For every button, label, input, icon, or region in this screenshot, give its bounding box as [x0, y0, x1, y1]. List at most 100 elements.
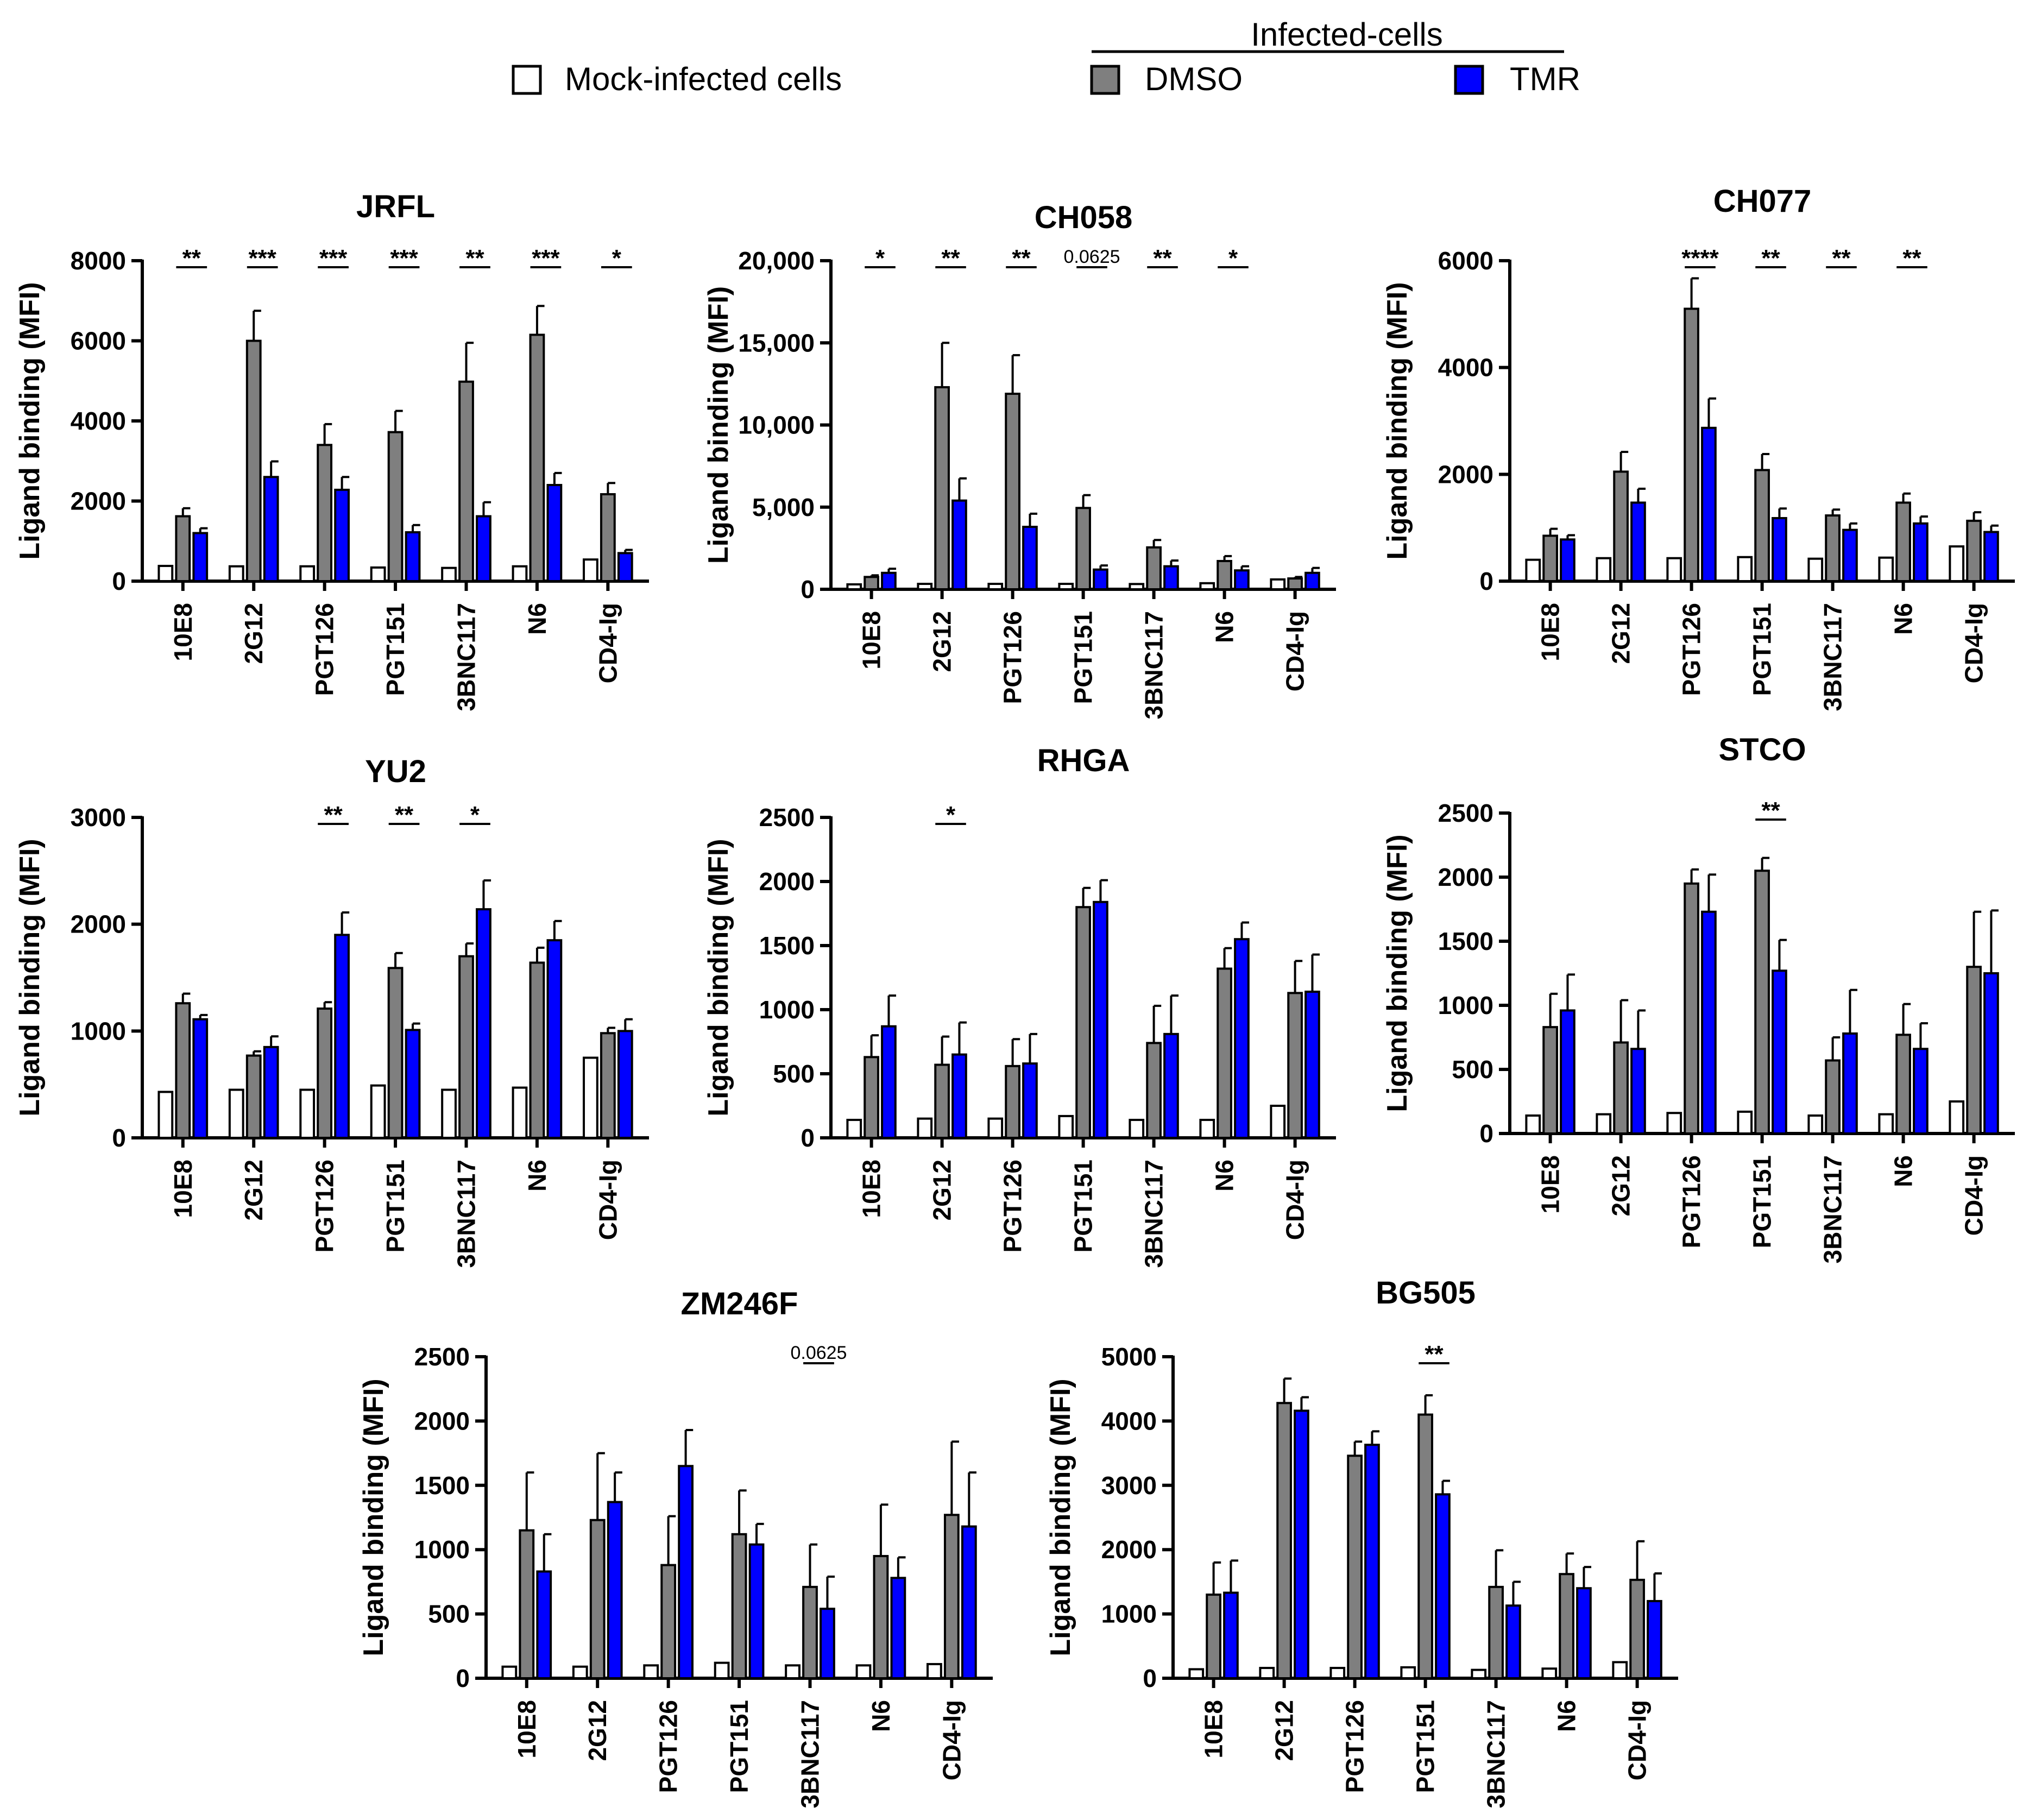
- bar-mock-n6: [512, 565, 528, 583]
- x-tick-label-3bnc117: 3BNC117: [1482, 1700, 1510, 1808]
- bar-tmr-10e8: [1223, 1591, 1239, 1680]
- bar-dmso-3bnc117: [1825, 1059, 1841, 1135]
- bar-mock-3bnc117: [1807, 557, 1824, 582]
- bar-dmso-2g12: [934, 386, 950, 590]
- bar-dmso-pgt151: [1417, 1413, 1433, 1680]
- bar-tmr-cd4-ig: [617, 552, 633, 582]
- bar-dmso-pgt126: [317, 1007, 333, 1139]
- y-tick-label: 3000: [71, 803, 126, 832]
- bar-dmso-cd4-ig: [600, 1032, 616, 1139]
- y-tick-label: 20,000: [738, 247, 815, 275]
- x-tick-label-pgt151: PGT151: [1748, 603, 1776, 696]
- bar-mock-2g12: [917, 1117, 933, 1139]
- x-tick-label-pgt151: PGT151: [1069, 611, 1098, 704]
- bar-mock-pgt126: [1666, 1112, 1682, 1135]
- y-axis-label: Ligand binding (MFI): [14, 282, 46, 559]
- bar-mock-pgt151: [370, 1084, 386, 1139]
- bar-tmr-3bnc117: [1505, 1604, 1521, 1680]
- x-tick-label-cd4-ig: CD4-Ig: [1960, 603, 1988, 683]
- y-tick-label: 5,000: [752, 493, 815, 521]
- bar-mock-3bnc117: [441, 1088, 457, 1139]
- bar-tmr-3bnc117: [1163, 565, 1179, 591]
- legend-tmr-swatch: [1454, 65, 1484, 95]
- bar-mock-cd4-ig: [1270, 1105, 1286, 1139]
- chart-title: JRFL: [356, 189, 435, 224]
- x-tick-label-3bnc117: 3BNC117: [452, 603, 480, 711]
- chart-title: BG505: [1376, 1275, 1476, 1311]
- y-tick-label: 500: [428, 1600, 470, 1628]
- bar-mock-3bnc117: [785, 1664, 801, 1680]
- bar-mock-cd4-ig: [1949, 1100, 1965, 1135]
- bar-mock-2g12: [917, 583, 933, 590]
- bar-tmr-2g12: [951, 499, 967, 591]
- significance-label: **: [465, 245, 484, 272]
- bar-dmso-pgt126: [1005, 393, 1020, 591]
- bar-tmr-cd4-ig: [1983, 972, 1999, 1135]
- bar-dmso-2g12: [589, 1519, 606, 1680]
- significance-label: **: [1012, 245, 1031, 272]
- y-tick-label: 1000: [759, 996, 815, 1024]
- bar-mock-pgt151: [1058, 583, 1074, 590]
- x-tick-label-pgt151: PGT151: [381, 603, 409, 696]
- bar-mock-2g12: [228, 565, 244, 583]
- bar-dmso-3bnc117: [1488, 1585, 1504, 1680]
- bar-mock-pgt126: [299, 565, 316, 583]
- bar-tmr-cd4-ig: [961, 1525, 977, 1679]
- bar-tmr-n6: [1576, 1587, 1592, 1679]
- x-tick-label-2g12: 2G12: [1270, 1700, 1299, 1761]
- bar-dmso-2g12: [245, 339, 262, 582]
- bar-mock-cd4-ig: [583, 558, 598, 583]
- bar-tmr-2g12: [607, 1501, 623, 1679]
- x-tick-label-n6: N6: [1553, 1700, 1581, 1732]
- x-tick-label-10e8: 10E8: [1536, 1155, 1565, 1213]
- bar-dmso-3bnc117: [802, 1585, 818, 1680]
- bar-dmso-2g12: [1613, 1041, 1629, 1135]
- x-tick-label-10e8: 10E8: [513, 1700, 541, 1758]
- x-tick-label-pgt151: PGT151: [1411, 1700, 1440, 1793]
- bar-dmso-pgt126: [1005, 1065, 1020, 1139]
- x-tick-label-cd4-ig: CD4-Ig: [937, 1700, 966, 1780]
- bar-tmr-pgt126: [678, 1465, 694, 1680]
- significance-label: **: [1761, 245, 1780, 272]
- bar-tmr-pgt126: [1364, 1444, 1380, 1679]
- y-tick-label: 8000: [71, 247, 126, 275]
- x-tick-label-n6: N6: [1889, 1155, 1918, 1187]
- y-axis-label: Ligand binding (MFI): [1382, 282, 1413, 559]
- bar-mock-pgt126: [299, 1088, 316, 1139]
- bar-mock-2g12: [1596, 557, 1612, 583]
- bar-mock-n6: [1878, 1113, 1894, 1135]
- bar-tmr-n6: [1234, 938, 1250, 1139]
- bar-mock-pgt151: [370, 566, 386, 583]
- legend: Mock-infected cells Infected-cells DMSO …: [512, 16, 1580, 97]
- chart-bg505: BG505 Ligand binding (MFI) 0 1000 2000 3000 40…: [1045, 1275, 1678, 1808]
- y-axis-label: Ligand binding (MFI): [703, 839, 734, 1116]
- bar-mock-pgt126: [987, 1117, 1004, 1139]
- bar-mock-pgt126: [643, 1664, 659, 1680]
- x-tick-label-2g12: 2G12: [928, 611, 956, 672]
- bar-tmr-2g12: [951, 1053, 967, 1139]
- y-tick-label: 500: [1452, 1055, 1493, 1084]
- y-tick-label: 1500: [1438, 927, 1493, 955]
- significance-label: ***: [248, 245, 276, 272]
- x-tick-label-n6: N6: [867, 1700, 895, 1732]
- bar-mock-n6: [1199, 1118, 1215, 1139]
- bar-dmso-10e8: [1542, 534, 1558, 583]
- y-axis-label: Ligand binding (MFI): [703, 286, 734, 564]
- y-tick-label: 2000: [414, 1407, 470, 1435]
- bar-tmr-10e8: [881, 1025, 897, 1139]
- y-tick-label: 2000: [71, 487, 126, 515]
- x-tick-label-3bnc117: 3BNC117: [1140, 1160, 1168, 1268]
- bar-dmso-cd4-ig: [1629, 1578, 1645, 1679]
- chart-jrfl: JRFL Ligand binding (MFI) 0 2000 4000 6000 800…: [14, 189, 649, 711]
- bar-tmr-n6: [1913, 522, 1929, 582]
- significance-label: **: [1425, 1341, 1444, 1368]
- y-tick-label: 2500: [1438, 799, 1493, 827]
- y-tick-label: 1500: [759, 931, 815, 960]
- significance-label: **: [182, 245, 201, 272]
- x-tick-label-2g12: 2G12: [583, 1700, 612, 1761]
- bar-tmr-pgt126: [1022, 526, 1038, 590]
- x-tick-label-2g12: 2G12: [928, 1160, 956, 1221]
- x-tick-label-10e8: 10E8: [858, 611, 886, 669]
- bar-dmso-3bnc117: [1146, 546, 1162, 590]
- y-axis-label: Ligand binding (MFI): [358, 1378, 389, 1656]
